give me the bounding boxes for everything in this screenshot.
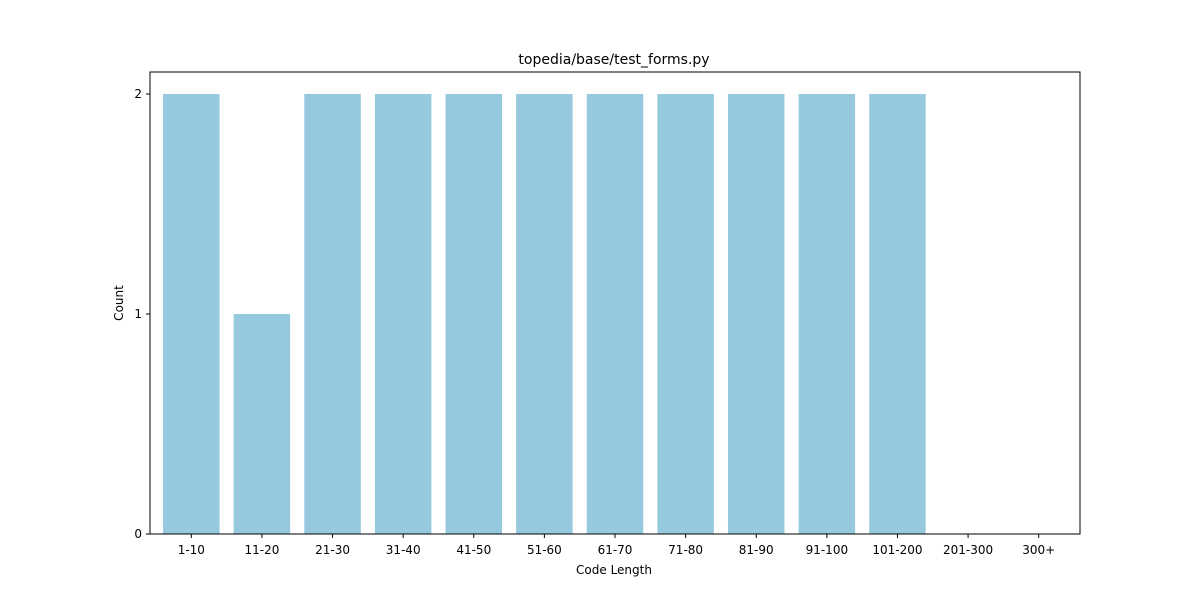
y-tick-label: 2 <box>134 87 142 101</box>
y-axis-label: Count <box>112 285 126 321</box>
bar-11-20 <box>233 314 291 534</box>
bar-51-60 <box>516 94 573 534</box>
bars-layer <box>163 94 926 534</box>
x-tick-label: 71-80 <box>668 543 703 557</box>
x-tick-label: 51-60 <box>527 543 562 557</box>
bar-61-70 <box>586 94 644 534</box>
x-tick-label: 61-70 <box>598 543 633 557</box>
x-tick-label: 21-30 <box>315 543 350 557</box>
bar-91-100 <box>798 94 856 534</box>
y-tick-label: 0 <box>134 527 142 541</box>
x-tick-label: 81-90 <box>739 543 774 557</box>
y-tick-label: 1 <box>134 307 142 321</box>
x-tick-label: 31-40 <box>386 543 421 557</box>
chart-title: topedia/base/test_forms.py <box>518 52 709 68</box>
bar-31-40 <box>374 94 432 534</box>
y-axis: 0 1 2 <box>134 87 150 541</box>
x-axis: 1-10 11-20 21-30 31-40 41-50 51-60 61-70 71-80 8… <box>178 534 1055 557</box>
x-tick-label: 91-100 <box>806 543 849 557</box>
bar-21-30 <box>304 94 361 534</box>
bar-1-10 <box>163 94 220 534</box>
bar-81-90 <box>727 94 785 534</box>
bar-71-80 <box>657 94 714 534</box>
x-tick-label: 11-20 <box>244 543 279 557</box>
bar-41-50 <box>445 94 503 534</box>
x-tick-label: 1-10 <box>178 543 205 557</box>
bar-101-200 <box>869 94 926 534</box>
x-tick-label: 41-50 <box>456 543 491 557</box>
x-tick-label: 101-200 <box>872 543 922 557</box>
x-tick-label: 300+ <box>1022 543 1055 557</box>
x-tick-label: 201-300 <box>943 543 993 557</box>
x-axis-label: Code Length <box>576 563 652 577</box>
